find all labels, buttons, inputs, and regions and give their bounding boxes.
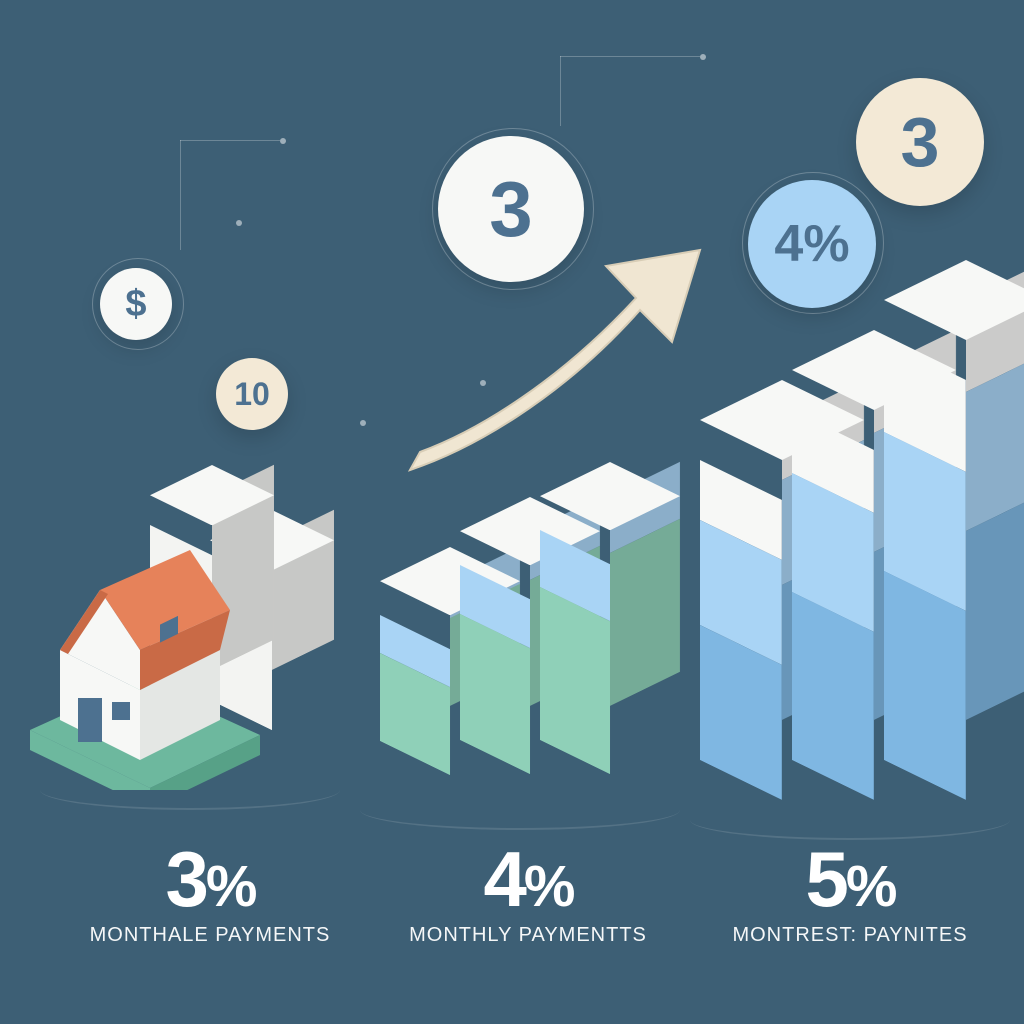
- three-cream-badge: 3: [856, 78, 984, 206]
- connector-line: [742, 172, 884, 314]
- house-icon: [30, 530, 290, 790]
- baseline-shadow: [360, 790, 680, 830]
- connector-line: [432, 128, 594, 290]
- connector-line: [560, 56, 561, 126]
- col3-sub: MONTREST: PAYNITES: [700, 924, 1000, 947]
- baseline-shadow: [690, 800, 1010, 840]
- col1-label: 3% MONTHALE PAYMENTS: [60, 840, 360, 947]
- decorative-dot: [480, 380, 486, 386]
- decorative-dot: [700, 54, 706, 60]
- bar: [884, 340, 1024, 760]
- col1-sub: MONTHALE PAYMENTS: [60, 924, 360, 947]
- decorative-dot: [360, 420, 366, 426]
- connector-line: [180, 140, 280, 141]
- col2-pct: 4: [484, 835, 524, 923]
- col2-sub: MONTHLY PAYMENTTS: [378, 924, 678, 947]
- bar: [540, 530, 680, 740]
- ten-badge: 10: [216, 358, 288, 430]
- connector-line: [180, 140, 181, 250]
- col3-pct: 5: [806, 835, 846, 923]
- decorative-dot: [280, 138, 286, 144]
- col1-pct: 3: [166, 835, 206, 923]
- connector-line: [92, 258, 184, 350]
- decorative-dot: [236, 220, 242, 226]
- connector-line: [560, 56, 700, 57]
- col2-label: 4% MONTHLY PAYMENTTS: [378, 840, 678, 947]
- col3-label: 5% MONTREST: PAYNITES: [700, 840, 1000, 947]
